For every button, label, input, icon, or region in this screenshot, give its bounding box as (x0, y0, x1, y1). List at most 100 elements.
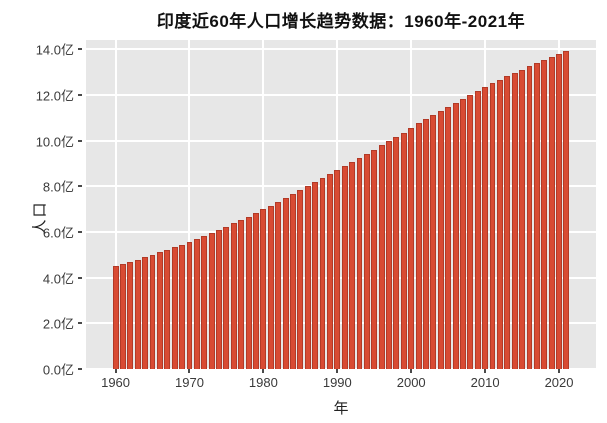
bar (386, 141, 392, 369)
plot-area (86, 40, 596, 369)
y-tick-mark (78, 185, 82, 188)
y-gridline (86, 368, 596, 369)
bar (282, 198, 289, 369)
bar (526, 66, 533, 369)
bar (371, 149, 378, 369)
bar (238, 220, 245, 369)
x-tick-label: 2010 (470, 375, 500, 390)
y-tick-label: 10.0亿 (35, 134, 74, 150)
bar (356, 157, 363, 369)
x-gridline (188, 40, 191, 369)
x-gridline (114, 40, 117, 369)
y-axis: 0.0亿 2.0亿 4.0亿 6.0亿 8.0亿 10.0亿 12.0亿 14.0亿 (0, 40, 82, 378)
bar (290, 194, 296, 369)
bar (349, 162, 356, 369)
y-tick-mark (78, 93, 82, 96)
bar (452, 102, 459, 369)
bar (460, 98, 466, 369)
y-gridline (86, 322, 596, 325)
y-tick-mark (78, 276, 82, 279)
bar (260, 209, 267, 369)
bar (504, 76, 511, 369)
bar (400, 132, 407, 369)
bar (134, 259, 141, 369)
bar (149, 255, 156, 369)
bar (548, 56, 555, 369)
bar (430, 115, 437, 369)
bar (496, 79, 503, 369)
bar (267, 205, 274, 369)
x-tick-mark (188, 369, 191, 373)
bar (156, 252, 163, 369)
bar (445, 106, 452, 369)
bar (164, 250, 171, 369)
chart-title: 印度近60年人口增长趋势数据：1960年-2021年 (156, 12, 526, 31)
bar (408, 127, 415, 369)
y-tick-mark (78, 368, 82, 370)
bar (363, 153, 370, 369)
y-tick-mark (78, 322, 82, 325)
bar (253, 212, 259, 369)
bar (142, 257, 149, 369)
bar (112, 265, 119, 369)
bar (489, 83, 496, 369)
x-tick-mark (114, 369, 117, 373)
x-tick-label: 1970 (175, 375, 204, 390)
bar (127, 261, 134, 369)
x-axis: 1960 1970 1980 1990 2000 2010 2020 (86, 369, 596, 395)
bar (171, 247, 178, 369)
bar (334, 170, 341, 369)
y-tick-label: 6.0亿 (42, 225, 74, 241)
bar (186, 242, 193, 369)
bar (245, 216, 252, 369)
x-tick-mark (262, 369, 265, 373)
bar (415, 123, 422, 369)
bar (208, 233, 215, 369)
bar (216, 229, 222, 369)
bar (326, 174, 333, 369)
x-gridline (262, 40, 265, 369)
y-tick-label: 8.0亿 (42, 179, 74, 195)
x-tick-label: 2000 (396, 375, 426, 390)
bar (541, 59, 548, 369)
y-tick-label: 4.0亿 (42, 271, 74, 287)
bar (230, 223, 237, 369)
x-tick-label: 2020 (544, 375, 574, 390)
x-tick-label: 1960 (101, 375, 131, 390)
bar (312, 182, 319, 369)
bar (193, 239, 200, 369)
bar (275, 202, 282, 369)
y-tick-label: 0.0亿 (42, 362, 74, 378)
x-tick-mark (336, 369, 339, 373)
x-axis-title: 年 (333, 400, 349, 417)
y-gridline (86, 276, 596, 279)
bar (467, 94, 474, 369)
bar (533, 63, 540, 369)
bar (319, 178, 326, 369)
x-tick-mark (410, 369, 413, 373)
y-tick-mark (78, 139, 82, 142)
x-tick-mark (558, 369, 561, 373)
y-tick-label: 14.0亿 (35, 42, 74, 58)
bar (304, 186, 311, 369)
y-tick-label: 12.0亿 (35, 88, 74, 104)
bar (378, 145, 385, 369)
bar (474, 90, 481, 369)
y-tick-mark (78, 48, 82, 51)
bar (511, 72, 518, 369)
x-tick-mark (484, 369, 487, 373)
bar (556, 53, 562, 369)
bar (341, 166, 348, 369)
bar (437, 111, 444, 369)
y-gridline (86, 93, 596, 96)
bar (519, 69, 526, 369)
y-gridline (86, 139, 596, 142)
y-gridline (86, 230, 596, 233)
bar (179, 244, 186, 369)
bar (297, 190, 304, 369)
x-tick-label: 1980 (248, 375, 278, 390)
x-tick-label: 1990 (322, 375, 352, 390)
bar (201, 236, 208, 369)
bar (393, 137, 400, 369)
